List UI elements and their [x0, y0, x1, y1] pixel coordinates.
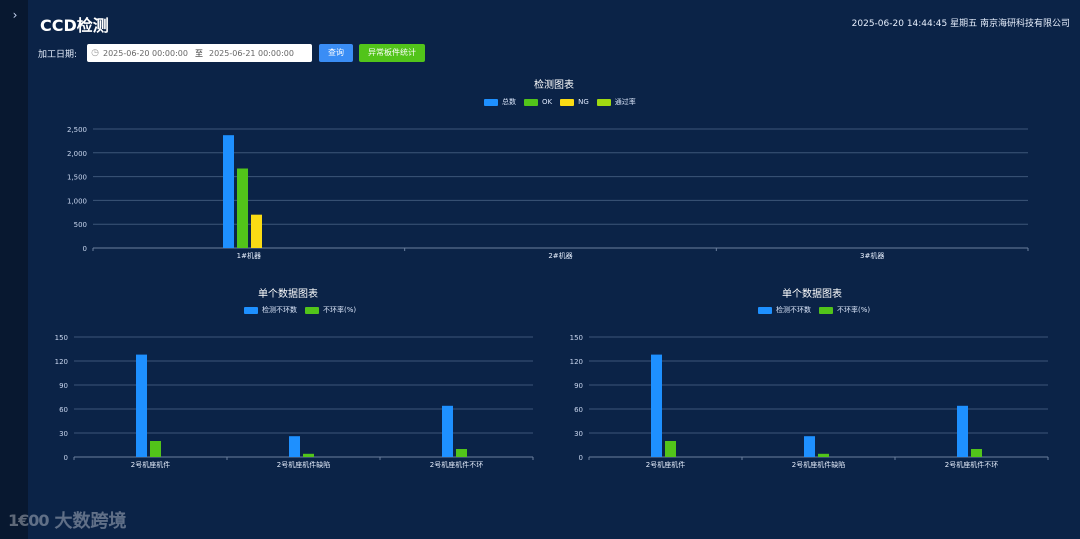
- legend-label: 检测不环数: [262, 306, 297, 314]
- legend-swatch: [244, 306, 258, 314]
- x-tick-label: 2号机座机件: [131, 460, 170, 469]
- main-chart: 0 500 1,000 1,500 2,000 2,500 1#机器 2#机器 3#机器: [67, 126, 1029, 260]
- y-tick-label: 0: [83, 245, 87, 253]
- bar[interactable]: [237, 168, 248, 248]
- x-tick-label: 2#机器: [548, 251, 572, 260]
- x-tick-label: 1#机器: [237, 251, 261, 260]
- legend-label: OK: [542, 98, 553, 106]
- range-separator: 至: [195, 48, 203, 58]
- page-title: CCD检测: [40, 16, 109, 35]
- bar[interactable]: [150, 441, 161, 457]
- legend-label: NG: [578, 98, 589, 106]
- left-chart-legend: 检测不环数 不环率(%): [244, 305, 364, 315]
- legend-label: 通过率: [614, 98, 636, 106]
- legend-swatch: [524, 98, 538, 106]
- watermark: 1€00 大数跨境: [8, 507, 127, 533]
- legend-swatch: [819, 306, 833, 314]
- bar[interactable]: [651, 354, 662, 457]
- legend-item[interactable]: 不环率(%): [819, 305, 870, 315]
- bar[interactable]: [289, 436, 300, 457]
- bar[interactable]: [665, 441, 676, 457]
- bar[interactable]: [957, 405, 968, 457]
- y-tick-label: 2,000: [67, 150, 87, 158]
- x-tick-label: 3#机器: [860, 251, 884, 260]
- bar[interactable]: [442, 405, 453, 457]
- y-tick-label: 60: [574, 406, 583, 414]
- bar[interactable]: [303, 453, 314, 457]
- bar[interactable]: [456, 449, 467, 457]
- y-tick-label: 1,500: [67, 174, 87, 182]
- legend-item[interactable]: OK: [524, 98, 552, 106]
- legend-item[interactable]: NG: [560, 98, 589, 106]
- x-tick-label: 2号机座机件缺陷: [792, 460, 845, 469]
- header-info: 2025-06-20 14:44:45 星期五 南京海研科技有限公司: [852, 16, 1070, 29]
- current-datetime: 2025-06-20 14:44:45 星期五: [851, 19, 978, 29]
- clock-icon: ◷: [91, 48, 99, 58]
- y-tick-label: 150: [55, 334, 68, 342]
- legend-item[interactable]: 不环率(%): [305, 305, 356, 315]
- y-tick-label: 90: [59, 382, 68, 390]
- y-tick-label: 30: [59, 430, 68, 438]
- legend-item[interactable]: 通过率: [596, 97, 636, 107]
- right-chart-legend: 检测不环数 不环率(%): [758, 305, 878, 315]
- start-date-input[interactable]: 2025-06-20 00:00:00: [103, 48, 188, 58]
- y-tick-label: 150: [570, 334, 583, 342]
- right-chart: 0 30 60 90 120 150 2号机座机件 2号机座机件缺陷 2号机座机件不环: [570, 334, 1049, 469]
- y-tick-label: 1,000: [67, 197, 87, 205]
- bar[interactable]: [818, 453, 829, 457]
- x-tick-label: 2号机座机件不环: [430, 460, 483, 469]
- main-chart-title: 检测图表: [534, 80, 574, 91]
- bar[interactable]: [804, 436, 815, 457]
- main-chart-legend: 总数 OK NG 通过率: [484, 97, 644, 107]
- y-tick-label: 90: [574, 382, 583, 390]
- end-date-input[interactable]: 2025-06-21 00:00:00: [209, 48, 294, 58]
- legend-swatch: [758, 306, 772, 314]
- watermark-text: 大数跨境: [54, 511, 127, 532]
- right-chart-title: 单个数据图表: [782, 289, 842, 300]
- watermark-logo: 1€00: [8, 510, 50, 530]
- company-name: 南京海研科技有限公司: [979, 19, 1070, 29]
- legend-label: 检测不环数: [776, 306, 811, 314]
- y-tick-label: 120: [570, 358, 583, 366]
- x-tick-label: 2号机座机件缺陷: [277, 460, 330, 469]
- chevron-right-icon[interactable]: ›: [12, 8, 18, 22]
- query-button[interactable]: 查询: [319, 44, 353, 62]
- x-tick-label: 2号机座机件不环: [945, 460, 998, 469]
- legend-swatch: [305, 306, 319, 314]
- legend-swatch: [596, 98, 611, 106]
- legend-swatch: [560, 98, 575, 106]
- legend-swatch: [484, 98, 498, 106]
- bar[interactable]: [971, 449, 982, 457]
- legend-item[interactable]: 检测不环数: [244, 305, 297, 315]
- y-tick-label: 2,500: [67, 126, 87, 134]
- left-chart-title: 单个数据图表: [258, 289, 318, 300]
- bar[interactable]: [251, 214, 262, 248]
- main-content: CCD检测 2025-06-20 14:44:45 星期五 南京海研科技有限公司…: [28, 0, 1080, 539]
- y-tick-label: 0: [64, 454, 68, 462]
- left-chart: 0 30 60 90 120 150 2号机座机件 2号机座机件缺陷 2号机座机件不环: [55, 334, 534, 469]
- y-tick-label: 0: [579, 454, 583, 462]
- bar[interactable]: [136, 354, 147, 457]
- sidebar: ›: [0, 0, 29, 539]
- y-tick-label: 120: [55, 358, 68, 366]
- bar[interactable]: [223, 135, 234, 248]
- legend-label: 不环率(%): [323, 306, 357, 314]
- y-tick-label: 60: [59, 406, 68, 414]
- abnormal-stats-button[interactable]: 异常板件统计: [359, 44, 425, 62]
- legend-item[interactable]: 检测不环数: [758, 305, 811, 315]
- legend-item[interactable]: 总数: [484, 97, 516, 107]
- legend-label: 不环率(%): [837, 306, 871, 314]
- y-tick-label: 30: [574, 430, 583, 438]
- legend-label: 总数: [502, 98, 516, 106]
- date-range-picker[interactable]: ◷ 2025-06-20 00:00:00 至 2025-06-21 00:00…: [87, 44, 312, 62]
- x-tick-label: 2号机座机件: [646, 460, 685, 469]
- date-filter-label: 加工日期:: [38, 50, 78, 60]
- y-tick-label: 500: [74, 221, 87, 229]
